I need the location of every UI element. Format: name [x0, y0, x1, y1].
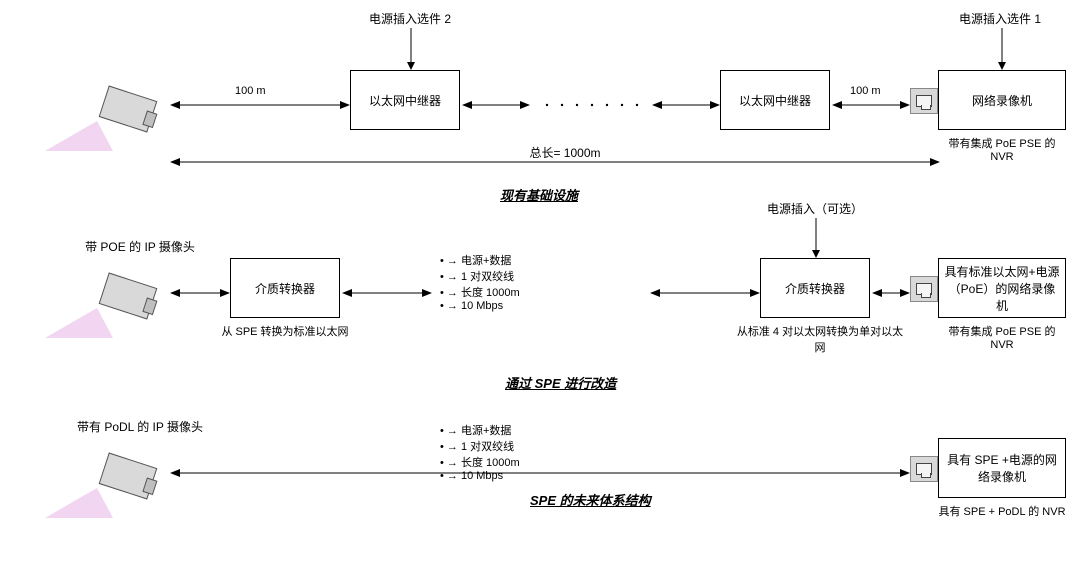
power2-label: 电源插入选件 2: [340, 10, 480, 27]
converter-right: 介质转换器: [760, 258, 870, 318]
port-row3: [910, 456, 938, 482]
bullets-row2: 电源+数据 1 对双绞线 长度 1000m 10 Mbps: [440, 252, 520, 312]
conv-right-label: 介质转换器: [785, 280, 845, 297]
b2-3: 10 Mbps: [440, 300, 520, 312]
b3-2: 长度 1000m: [440, 454, 520, 470]
b3-3: 10 Mbps: [440, 470, 520, 482]
camera2-label: 带 POE 的 IP 摄像头: [60, 238, 220, 255]
nvr-row1-sub: 带有集成 PoE PSE 的 NVR: [938, 135, 1066, 163]
bullets-row3: 电源+数据 1 对双绞线 长度 1000m 10 Mbps: [440, 422, 520, 482]
nvr-row2-label: 具有标准以太网+电源（PoE）的网络录像机: [943, 263, 1061, 314]
nvr-row2-sub: 带有集成 PoE PSE 的 NVR: [938, 323, 1066, 351]
nvr-row3-label: 具有 SPE +电源的网络录像机: [943, 451, 1061, 485]
dist-left: 100 m: [235, 85, 266, 97]
port-row2: [910, 276, 938, 302]
power2-arrow: [405, 28, 417, 70]
b2-2: 长度 1000m: [440, 284, 520, 300]
power-opt-label: 电源插入（可选）: [745, 200, 885, 217]
power-opt-arrow: [810, 218, 822, 258]
arrow2b: [342, 286, 432, 300]
nvr-row1: 网络录像机: [938, 70, 1066, 130]
camera3-label: 带有 PoDL 的 IP 摄像头: [50, 418, 230, 435]
arrow3: [170, 466, 910, 480]
dist-right: 100 m: [850, 85, 881, 97]
section2-title: 通过 SPE 进行改造: [505, 373, 616, 392]
b3-0: 电源+数据: [440, 422, 520, 438]
nvr-row3-sub: 具有 SPE + PoDL 的 NVR: [938, 503, 1066, 519]
repeater2: 以太网中继器: [720, 70, 830, 130]
repeater2-label: 以太网中继器: [739, 92, 811, 109]
power1-arrow: [996, 28, 1008, 70]
total-label: 总长= 1000m: [505, 144, 625, 161]
section3-title: SPE 的未来体系结构: [530, 490, 651, 509]
converter-left: 介质转换器: [230, 258, 340, 318]
section1-title: 现有基础设施: [500, 185, 578, 204]
camera-row3: [45, 442, 185, 522]
b2-1: 1 对双绞线: [440, 268, 520, 284]
nvr-row3: 具有 SPE +电源的网络录像机: [938, 438, 1066, 498]
arrow-cam-rep1: [170, 98, 350, 112]
repeater1: 以太网中继器: [350, 70, 460, 130]
b2-0: 电源+数据: [440, 252, 520, 268]
arrow-rep2-port: [832, 98, 910, 112]
camera-row2: [45, 262, 185, 342]
diagram-canvas: 电源插入选件 2 电源插入选件 1 100 m 以太网中继器 以太网中继器 10…: [0, 0, 1080, 585]
nvr-row2: 具有标准以太网+电源（PoE）的网络录像机: [938, 258, 1066, 318]
conv-left-sub: 从 SPE 转换为标准以太网: [200, 323, 370, 339]
arrow-dotted: [462, 98, 720, 112]
arrow2d: [872, 286, 910, 300]
nvr-row1-label: 网络录像机: [972, 92, 1032, 109]
b3-1: 1 对双绞线: [440, 438, 520, 454]
port-row1: [910, 88, 938, 114]
conv-left-label: 介质转换器: [255, 280, 315, 297]
repeater1-label: 以太网中继器: [369, 92, 441, 109]
arrow2c: [650, 286, 760, 300]
camera-row1: [45, 75, 185, 155]
power1-label: 电源插入选件 1: [930, 10, 1070, 27]
arrow2a: [170, 286, 230, 300]
conv-right-sub: 从标准 4 对以太网转换为单对以太网: [735, 323, 905, 355]
